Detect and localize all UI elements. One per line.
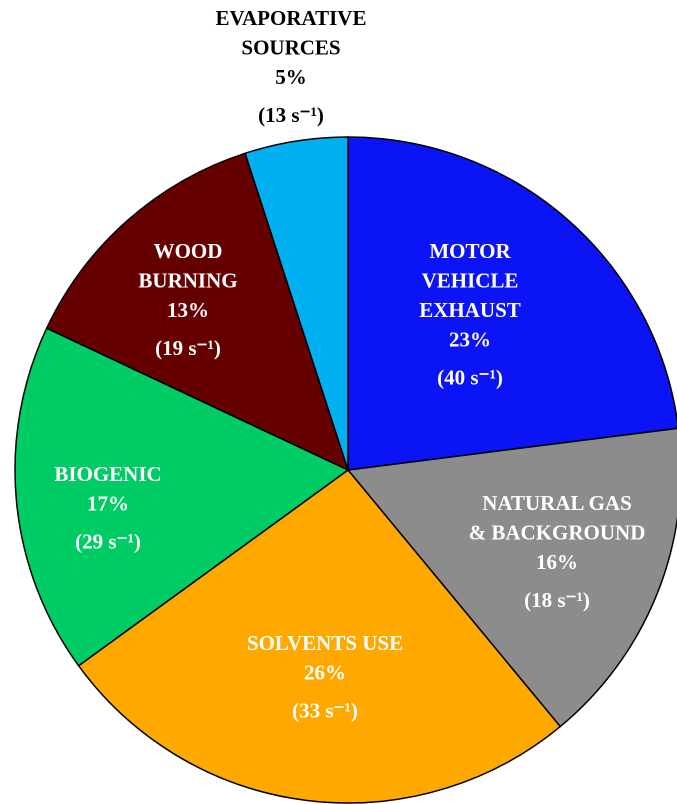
slice-name-line: NATURAL GAS	[482, 491, 632, 515]
slice-name: BIOGENIC	[54, 462, 161, 486]
slice-percent: 5%	[275, 65, 307, 89]
slices	[14, 136, 677, 804]
slice-percent: 16%	[536, 550, 578, 574]
slice-name-line: & BACKGROUND	[469, 520, 646, 544]
slice-name-line: BIOGENIC	[54, 462, 161, 486]
slice-rate: (13 s⁻¹)	[258, 103, 324, 127]
slice-percent: 26%	[304, 660, 346, 684]
slice-name-line: MOTOR	[429, 239, 511, 263]
slice-percent: 23%	[449, 327, 491, 351]
slice-name-line: EXHAUST	[419, 298, 521, 322]
slice-name-line: SOURCES	[241, 35, 340, 59]
slice-name: EVAPORATIVE SOURCES	[216, 6, 367, 60]
slice-name-line: EVAPORATIVE	[216, 6, 367, 30]
slice-name-line: BURNING	[138, 268, 237, 292]
pie-slice	[346, 427, 677, 728]
pie-slice	[347, 136, 677, 471]
slice-name: SOLVENTS USE	[247, 631, 403, 655]
pie-slice	[244, 136, 349, 471]
pie-slice	[77, 468, 562, 804]
slice-name: NATURAL GAS & BACKGROUND	[469, 491, 646, 545]
slice-percent: 17%	[87, 491, 129, 515]
slice-rate: (33 s⁻¹)	[292, 698, 358, 722]
slice-name-line: SOLVENTS USE	[247, 631, 403, 655]
pie-slice	[14, 327, 350, 667]
slice-name: MOTOR VEHICLE EXHAUST	[419, 239, 521, 322]
slice-rate: (18 s⁻¹)	[524, 588, 590, 612]
pie-slice	[45, 152, 350, 472]
slice-rate: (29 s⁻¹)	[75, 529, 141, 553]
slice-name: WOOD BURNING	[138, 239, 237, 293]
slice-rate: (19 s⁻¹)	[155, 336, 221, 360]
slice-percent: 13%	[167, 298, 209, 322]
slice-name-line: WOOD	[154, 239, 223, 263]
slice-rate: (40 s⁻¹)	[437, 365, 503, 389]
slice-name-line: VEHICLE	[422, 268, 519, 292]
